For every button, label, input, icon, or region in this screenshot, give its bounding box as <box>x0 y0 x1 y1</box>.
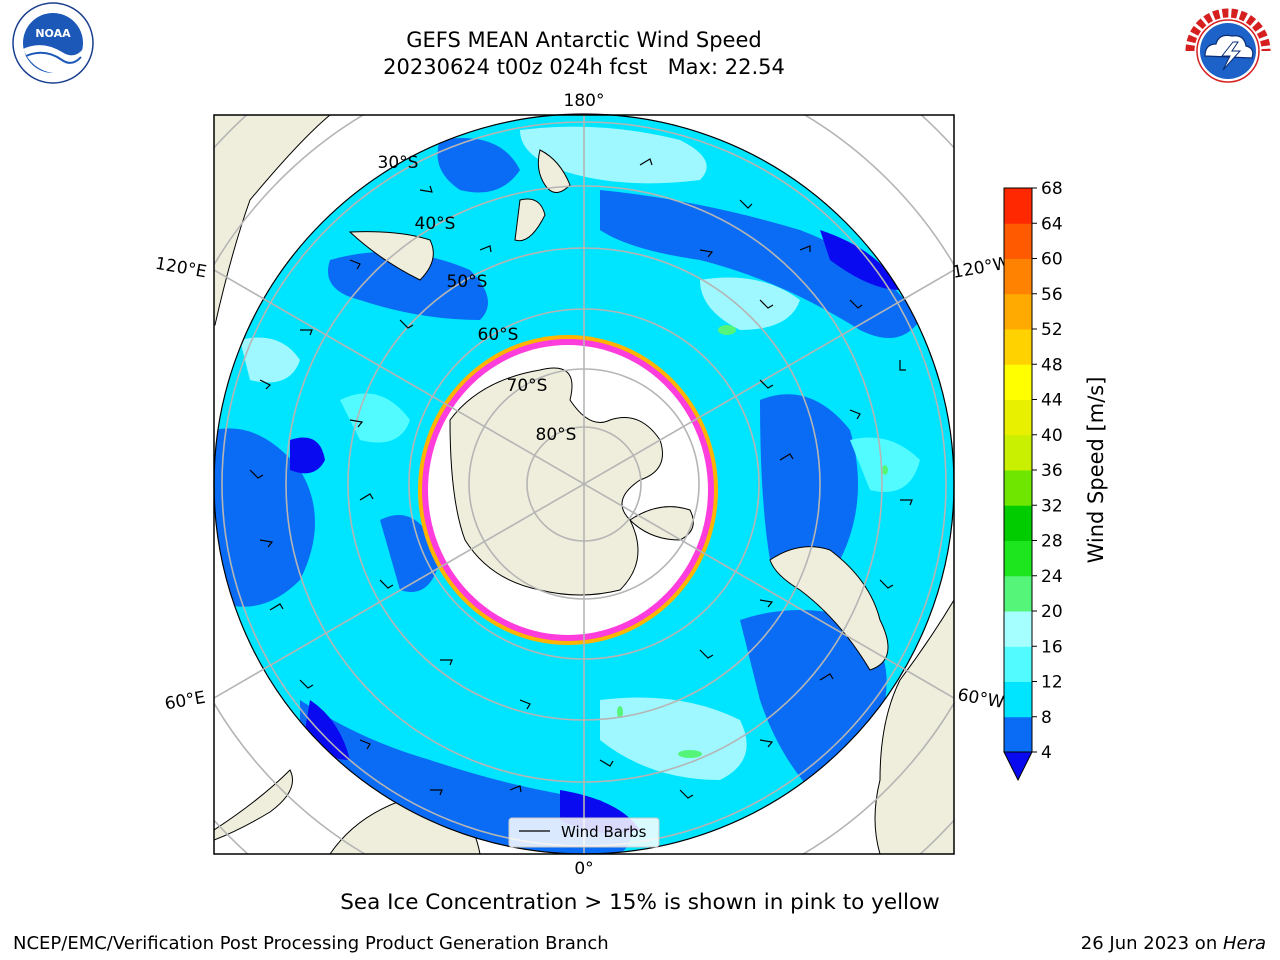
lon-label-0: 0° <box>574 859 593 879</box>
colorbar-segment <box>1004 188 1032 224</box>
colorbar-tick-label: 4 <box>1041 743 1052 763</box>
wind-barbs <box>249 158 913 799</box>
noaa-logo: NOAA <box>2 2 104 84</box>
svg-text:NOAA: NOAA <box>35 27 71 40</box>
colorbar-segment <box>1004 223 1032 259</box>
colorbar-tick-label: 44 <box>1041 391 1063 411</box>
colorbar-tick-label: 20 <box>1041 602 1063 622</box>
nws-logo <box>1178 4 1278 98</box>
lat-label-40s: 40°S <box>415 214 456 234</box>
chart-title: GEFS MEAN Antarctic Wind Speed <box>406 28 762 52</box>
lon-label-180: 180° <box>564 91 605 111</box>
lat-label-80s: 80°S <box>536 425 577 445</box>
legend: Wind Barbs <box>508 817 660 848</box>
colorbar-tick-label: 68 <box>1041 180 1063 199</box>
credit-left: NCEP/EMC/Verification Post Processing Pr… <box>13 933 609 954</box>
colorbar-segment <box>1004 293 1032 330</box>
credit-date: 26 Jun 2023 on <box>1080 933 1223 954</box>
colorbar-segment <box>1004 575 1032 612</box>
colorbar-tick-label: 12 <box>1041 673 1063 693</box>
colorbar-tick-label: 48 <box>1041 355 1063 375</box>
colorbar-segment <box>1004 716 1032 753</box>
colorbar-segment <box>1004 258 1032 295</box>
colorbar-tick-label: 40 <box>1041 426 1063 446</box>
colorbar-tick-label: 64 <box>1041 214 1063 234</box>
credit-right: 26 Jun 2023 on Hera <box>1081 933 1266 954</box>
ice-note: Sea Ice Concentration > 15% is shown in … <box>340 890 940 915</box>
colorbar-segment <box>1004 470 1032 506</box>
colorbar-segment <box>1004 505 1032 541</box>
colorbar-tick-label: 60 <box>1041 250 1063 270</box>
colorbar-tick-label: 16 <box>1041 637 1063 657</box>
colorbar-tick-label: 52 <box>1041 320 1063 340</box>
colorbar-tick-label: 8 <box>1041 708 1052 728</box>
lat-label-60s: 60°S <box>478 325 519 345</box>
colorbar-segment <box>1004 646 1032 682</box>
wind-speed-field <box>214 114 954 854</box>
colorbar-tick-label: 56 <box>1041 285 1063 305</box>
colorbar-label: Wind Speed [m/s] <box>1084 377 1108 564</box>
colorbar-extend-arrow <box>1003 751 1033 782</box>
legend-label: Wind Barbs <box>561 823 647 841</box>
colorbar-tick-label: 32 <box>1041 496 1063 516</box>
lat-label-70s: 70°S <box>507 376 548 396</box>
colorbar-tick-label: 28 <box>1041 532 1063 552</box>
lon-label-120e: 120°E <box>154 254 208 283</box>
colorbar-segment <box>1004 681 1032 718</box>
credit-machine: Hera <box>1222 933 1266 954</box>
colorbar-segment <box>1004 399 1032 436</box>
colorbar-segment <box>1004 434 1032 471</box>
chart-subtitle: 20230624 t00z 024h fcst Max: 22.54 <box>383 55 785 79</box>
lat-label-30s: 30°S <box>378 153 419 173</box>
colorbar-tick-label: 36 <box>1041 461 1063 481</box>
colorbar-segment <box>1004 364 1032 400</box>
lat-label-50s: 50°S <box>447 272 488 292</box>
colorbar-segment <box>1004 329 1032 365</box>
lon-label-60e: 60°E <box>163 688 207 715</box>
colorbar-tick-label: 24 <box>1041 567 1063 587</box>
colorbar-segment <box>1004 540 1032 577</box>
colorbar-segment <box>1004 611 1032 647</box>
